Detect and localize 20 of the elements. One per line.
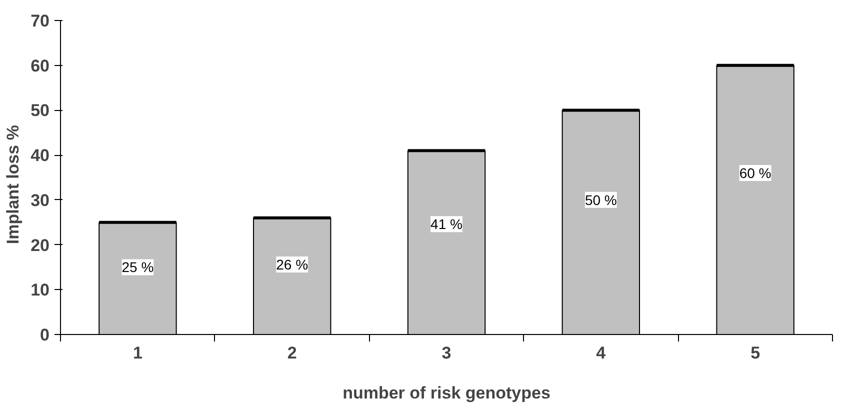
data-label: 41 % [430,216,462,232]
x-tick-label: 1 [132,344,142,362]
data-label: 50 % [584,192,617,208]
y-axis-title: Implant loss % [4,125,23,244]
x-tick-label: 3 [442,344,452,362]
y-tick-label: 70 [30,12,50,30]
y-tick-label: 20 [30,236,50,255]
y-tick-label: 40 [30,146,50,166]
y-tick-label: 0 [40,326,50,344]
x-axis-title: number of risk genotypes [342,384,550,402]
data-label: 26 % [276,256,308,273]
y-tick-label: 50 [30,101,50,120]
x-tick-label: 2 [287,344,297,362]
y-tick-label: 10 [30,280,50,300]
x-tick-label: 4 [596,344,606,362]
x-tick-label: 5 [750,344,760,362]
data-label: 25 % [122,259,154,276]
y-tick-label: 60 [30,56,50,76]
y-tick-label: 30 [30,190,50,210]
data-label: 60 % [739,165,772,182]
